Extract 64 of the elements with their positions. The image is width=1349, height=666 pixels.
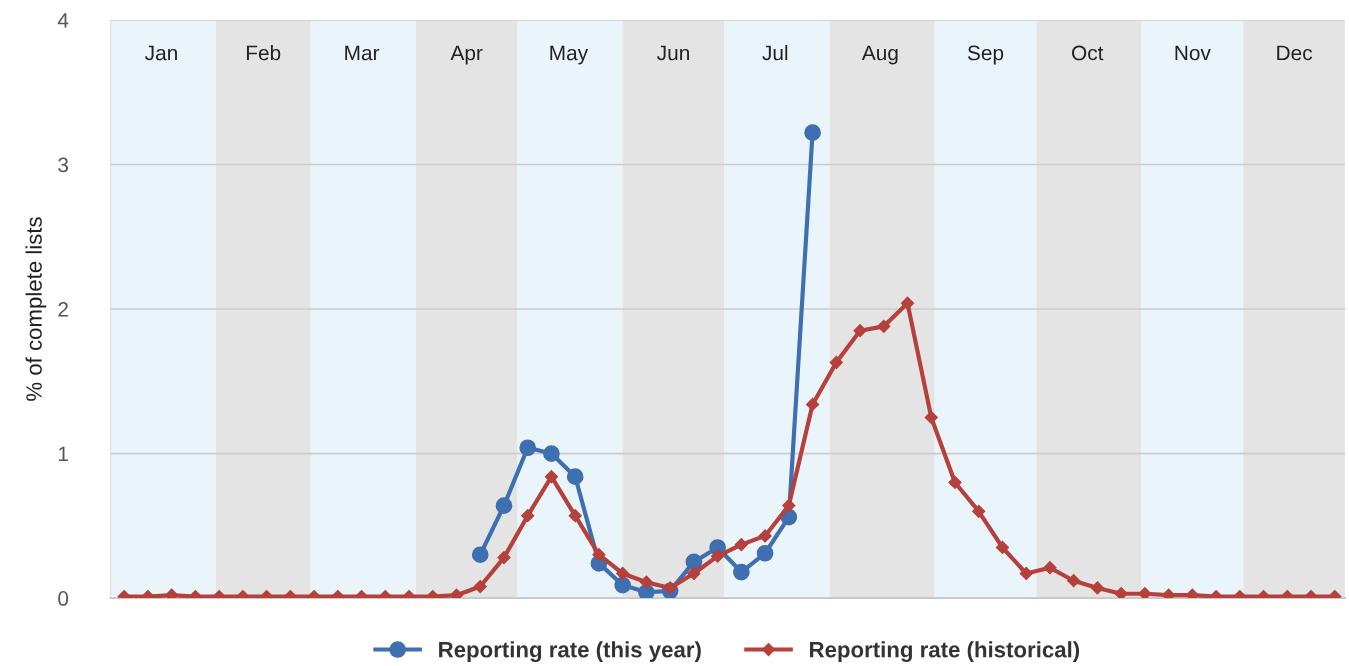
x-tick-label: Aug [861, 45, 898, 65]
point [1090, 581, 1104, 595]
point [733, 563, 750, 581]
point [1114, 587, 1128, 599]
point [948, 475, 962, 490]
point [473, 579, 487, 594]
point [853, 324, 867, 338]
point [900, 296, 915, 310]
y-tick-label: 1 [58, 446, 68, 462]
point [756, 544, 774, 562]
point [165, 588, 179, 599]
x-tick-label: Nov [1175, 45, 1211, 61]
point [1067, 574, 1081, 588]
x-tick-label: May [550, 45, 589, 65]
y-tick-label: 0 [58, 591, 69, 606]
point [449, 588, 464, 599]
legend-label: Reporting rate (this year) [439, 641, 701, 662]
point [521, 509, 535, 523]
x-tick-label: Jul [762, 45, 788, 61]
x-tick-label: Oct [1072, 45, 1104, 61]
point [685, 553, 703, 571]
x-tick-label: Apr [450, 45, 483, 65]
point [497, 551, 511, 565]
point [877, 319, 891, 333]
point [995, 540, 1010, 555]
x-tick-label: Jan [145, 45, 177, 61]
point [471, 546, 489, 564]
point [663, 581, 677, 595]
point [1162, 588, 1176, 599]
x-tick-label: Mar [345, 45, 380, 61]
point [614, 576, 631, 594]
point [734, 538, 748, 552]
point [639, 575, 653, 589]
point [568, 509, 582, 523]
point [687, 566, 701, 581]
point [972, 504, 986, 518]
point [1185, 588, 1199, 599]
x-tick-label: Feb [246, 45, 281, 61]
point [829, 355, 843, 370]
point [544, 470, 559, 484]
point [519, 439, 537, 457]
x-tick-label: Dec [1277, 45, 1313, 61]
point [1043, 561, 1057, 575]
point [1019, 566, 1033, 581]
point [782, 498, 796, 513]
point [711, 549, 725, 563]
point [495, 497, 513, 514]
point [924, 410, 938, 425]
y-axis-title: % of complete lists [25, 217, 47, 401]
point [638, 583, 655, 599]
point [1138, 587, 1152, 599]
y-tick-label: 3 [58, 157, 69, 173]
point [758, 529, 772, 543]
point [804, 124, 821, 142]
y-tick-label: 2 [58, 302, 68, 317]
y-tick-label: 4 [57, 13, 69, 28]
legend-label: Reporting rate (historical) [810, 641, 1080, 662]
x-tick-label: Jun [657, 45, 689, 61]
point [566, 468, 584, 486]
x-tick-label: Sep [967, 45, 1004, 65]
point [616, 566, 630, 581]
point [592, 548, 606, 562]
point [805, 397, 820, 411]
point [543, 445, 560, 462]
